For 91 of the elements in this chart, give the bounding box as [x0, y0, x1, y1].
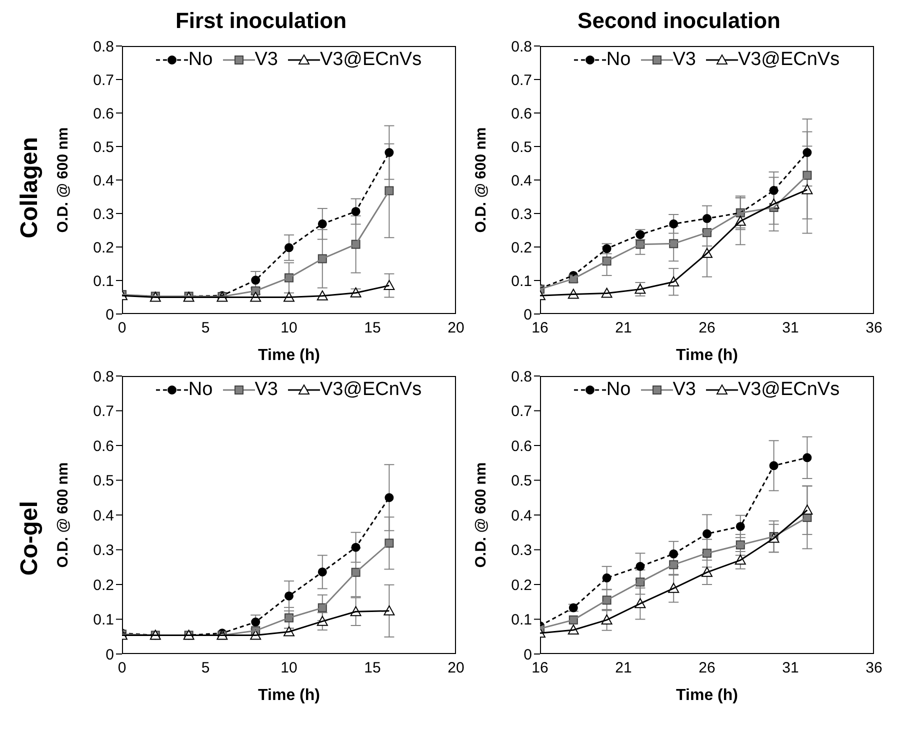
- y-tick-label: 0.7: [511, 403, 532, 420]
- y-axis-title: O.D. @ 600 nm: [54, 127, 72, 233]
- x-tick-label: 16: [532, 660, 548, 677]
- y-tick-label: 0.4: [93, 172, 114, 190]
- y-tick-label: 0.8: [93, 368, 114, 386]
- y-tick-label: 0.7: [93, 403, 114, 420]
- point: [702, 214, 712, 224]
- point: [384, 186, 394, 196]
- y-tick-label: 0.8: [93, 38, 114, 56]
- legend-label: V3@ECnVs: [738, 49, 840, 71]
- y-tick-label: 0.4: [93, 507, 114, 524]
- x-tick-label: 36: [866, 660, 882, 677]
- y-tick-label: 0.4: [511, 507, 532, 524]
- text: Co-gel: [16, 500, 44, 576]
- x-tick-label: 31: [782, 660, 799, 677]
- legend-label: No: [188, 379, 213, 401]
- legend-label: V3: [254, 49, 278, 71]
- legend-label: V3@ECnVs: [320, 379, 422, 401]
- y-tick-label: 0.1: [511, 612, 532, 629]
- y-tick-label: 0.6: [511, 105, 532, 122]
- y-tick-label: 0.3: [93, 206, 114, 223]
- chart-title: First inoculation: [174, 8, 348, 35]
- y-axis-title: O.D. @ 600 nm: [472, 127, 490, 233]
- legend-label: V3: [672, 379, 696, 401]
- y-tick-label: 0.6: [93, 105, 114, 122]
- y-tick-label: 0.5: [511, 138, 532, 156]
- y-tick-label: 0.3: [511, 206, 532, 223]
- y-tick-label: 0.5: [511, 472, 532, 490]
- x-tick-label: 5: [201, 320, 210, 337]
- y-tick-label: 0.1: [93, 272, 114, 290]
- y-tick-label: 0.6: [511, 438, 532, 455]
- x-axis-title: Time (h): [676, 687, 738, 704]
- point: [284, 591, 294, 600]
- point: [384, 148, 394, 158]
- x-axis-title: Time (h): [676, 347, 738, 364]
- x-tick-label: 20: [448, 660, 464, 677]
- y-tick-label: 0.5: [93, 472, 114, 490]
- legend-label: V3: [672, 49, 696, 71]
- y-tick-label: 0.8: [511, 38, 532, 56]
- x-tick-label: 15: [364, 660, 381, 677]
- legend-label: V3@ECnVs: [738, 379, 840, 401]
- y-axis-title: O.D. @ 600 nm: [472, 462, 490, 568]
- y-tick-label: 0.3: [93, 542, 114, 560]
- text: Collagen: [16, 137, 44, 239]
- x-tick-label: 21: [615, 660, 632, 677]
- y-axis-title: O.D. @ 600 nm: [54, 462, 72, 568]
- point: [384, 538, 394, 548]
- x-tick-label: 21: [615, 320, 632, 337]
- x-tick-label: 0: [118, 320, 126, 337]
- x-tick-label: 0: [118, 660, 126, 677]
- y-tick-label: 0.4: [511, 172, 532, 190]
- point: [384, 605, 395, 616]
- y-tick-label: 0.8: [511, 368, 532, 386]
- legend-label: V3: [254, 379, 278, 401]
- legend-label: No: [188, 49, 213, 71]
- point: [284, 243, 294, 252]
- y-tick-label: 0.7: [93, 72, 114, 89]
- x-tick-label: 26: [698, 660, 716, 677]
- point: [384, 493, 394, 502]
- x-tick-label: 15: [364, 320, 381, 337]
- x-tick-label: 31: [782, 320, 799, 337]
- y-tick-label: 0.1: [511, 272, 532, 290]
- x-tick-label: 26: [698, 320, 716, 337]
- x-tick-label: 5: [201, 660, 210, 677]
- y-tick-label: 0: [524, 306, 532, 324]
- y-tick-label: 0: [106, 306, 114, 324]
- legend-label: V3@ECnVs: [320, 49, 422, 71]
- legend-label: No: [606, 379, 631, 401]
- y-tick-label: 0.6: [93, 438, 114, 455]
- x-axis-title: Time (h): [258, 687, 320, 704]
- y-tick-label: 0.7: [511, 72, 532, 89]
- y-tick-label: 0.1: [93, 612, 114, 629]
- y-tick-label: 0: [106, 646, 114, 664]
- chart-title: Second inoculation: [576, 8, 782, 35]
- y-tick-label: 0.2: [511, 576, 532, 594]
- x-axis-title: Time (h): [258, 347, 320, 364]
- y-tick-label: 0.5: [93, 138, 114, 156]
- y-tick-label: 0.2: [511, 239, 532, 256]
- point: [318, 567, 327, 576]
- x-tick-label: 20: [448, 320, 464, 337]
- y-tick-label: 0.2: [93, 576, 114, 594]
- x-tick-label: 16: [532, 320, 548, 337]
- legend-label: No: [606, 49, 631, 71]
- x-tick-label: 10: [280, 320, 298, 337]
- x-tick-label: 10: [280, 660, 298, 677]
- point: [802, 148, 812, 158]
- y-tick-label: 0.2: [93, 239, 114, 256]
- point: [802, 453, 812, 462]
- y-tick-label: 0: [524, 646, 532, 664]
- y-tick-label: 0.3: [511, 542, 532, 560]
- x-tick-label: 36: [866, 320, 882, 337]
